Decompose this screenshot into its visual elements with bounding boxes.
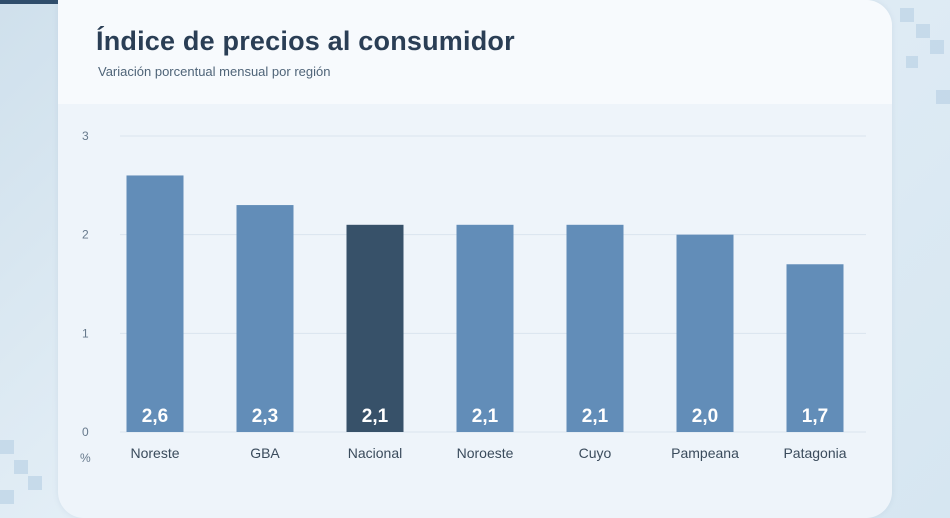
data-label-patagonia: 1,7 <box>802 406 828 427</box>
chart-title: Índice de precios al consumidor <box>96 26 515 56</box>
chart-header <box>58 0 892 104</box>
y-unit-label: % <box>80 451 91 465</box>
bar-chart: 0 1 2 3% 2,6 Noreste 2,3 GBA 2,1 Nacional 2,1 Noroe… <box>80 129 866 465</box>
category-label-patagonia: Patagonia <box>783 445 846 461</box>
y-tick-label-1: 1 <box>82 326 89 340</box>
data-label-pampeana: 2,0 <box>692 406 718 427</box>
category-label-pampeana: Pampeana <box>671 445 739 461</box>
y-tick-label-3: 3 <box>82 129 89 143</box>
chart-card: Índice de precios al consumidor Variació… <box>58 0 892 518</box>
data-label-gba: 2,3 <box>252 406 278 427</box>
bar-noroeste <box>456 224 514 432</box>
data-label-cuyo: 2,1 <box>582 406 609 427</box>
data-label-noreste: 2,6 <box>142 406 168 427</box>
category-label-noroeste: Noroeste <box>457 445 514 461</box>
y-tick-label-0: 0 <box>82 425 89 439</box>
data-label-nacional: 2,1 <box>362 406 389 427</box>
data-label-noroeste: 2,1 <box>472 406 499 427</box>
category-label-cuyo: Cuyo <box>579 445 612 461</box>
bar-patagonia <box>786 264 844 432</box>
y-tick-label-2: 2 <box>82 228 89 242</box>
category-label-noreste: Noreste <box>130 445 179 461</box>
bar-noreste <box>126 175 184 432</box>
bar-nacional <box>346 224 404 432</box>
category-label-nacional: Nacional <box>348 445 402 461</box>
bar-pampeana <box>676 234 734 432</box>
chart-subtitle: Variación porcentual mensual por región <box>98 64 331 79</box>
category-label-gba: GBA <box>250 445 280 461</box>
bar-gba <box>236 205 294 432</box>
bar-cuyo <box>566 224 624 432</box>
